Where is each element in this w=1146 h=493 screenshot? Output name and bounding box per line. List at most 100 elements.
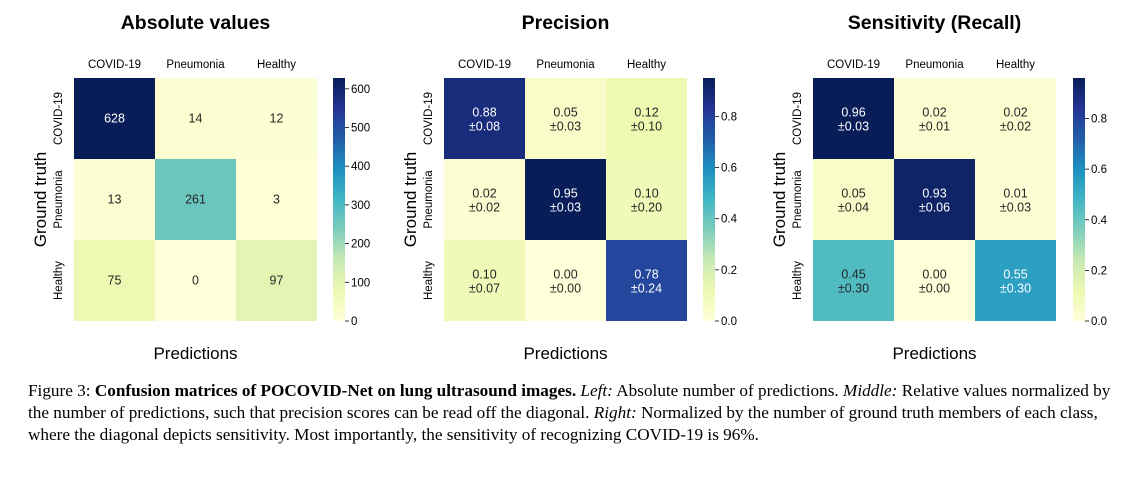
cell-value-label: 628 (104, 112, 125, 126)
heatmap-cell (74, 78, 155, 159)
heatmap-cell (155, 78, 236, 159)
heatmap-panel-3: Sensitivity (Recall) COVID-19 Pneumonia Hea… (770, 12, 1108, 363)
caption-middle-text: Relative values normalized by the number… (28, 381, 1111, 422)
colorbar-tick-label: 100 (351, 277, 370, 289)
cell-std-label: ±0.04 (838, 201, 869, 215)
colorbar-tick-label: 0.6 (721, 163, 737, 175)
cell-std-label: ±0.30 (838, 282, 869, 296)
x-tick-label: Pneumonia (905, 59, 964, 71)
cell-value-label: 97 (270, 274, 284, 288)
y-tick-label: Healthy (792, 261, 804, 300)
cell-value-label: 0.00 (922, 268, 946, 282)
cell-std-label: ±0.30 (1000, 282, 1031, 296)
colorbar (1073, 78, 1085, 321)
cell-value-label: 0.02 (1003, 106, 1027, 120)
colorbar-tick-label: 500 (351, 123, 370, 135)
heatmap-cell (525, 240, 606, 321)
colorbar (703, 78, 715, 321)
heatmap-cell (155, 159, 236, 240)
cell-value-label: 0.10 (472, 268, 496, 282)
cell-value-label: 0.05 (841, 187, 865, 201)
x-tick-label: Healthy (996, 59, 1035, 71)
heatmap-cell (525, 78, 606, 159)
heatmap-cell (813, 240, 894, 321)
caption-left-label: Left: (580, 381, 613, 400)
x-axis-label: Predictions (523, 344, 607, 363)
cell-value-label: 0.88 (472, 106, 496, 120)
x-tick-label: COVID-19 (458, 59, 511, 71)
cell-std-label: ±0.01 (919, 120, 950, 134)
cell-std-label: ±0.00 (550, 282, 581, 296)
cell-std-label: ±0.02 (1000, 120, 1031, 134)
colorbar-tick-label: 0.2 (1091, 265, 1107, 277)
cell-value-label: 0.02 (922, 106, 946, 120)
x-axis-label: Predictions (153, 344, 237, 363)
colorbar-tick-label: 0.0 (1091, 316, 1107, 328)
cell-std-label: ±0.03 (838, 120, 869, 134)
y-axis-label: Ground truth (770, 152, 789, 247)
cell-value-label: 75 (108, 274, 122, 288)
x-tick-label: COVID-19 (88, 59, 141, 71)
heatmap-cell (444, 78, 525, 159)
cell-std-label: ±0.03 (550, 201, 581, 215)
colorbar-tick-label: 0.4 (1091, 215, 1108, 227)
caption-right-label: Right: (593, 403, 637, 422)
cell-std-label: ±0.20 (631, 201, 662, 215)
cell-value-label: 0.78 (634, 268, 658, 282)
heatmap-cell (813, 159, 894, 240)
cell-value-label: 14 (189, 112, 203, 126)
cell-value-label: 0.00 (553, 268, 577, 282)
y-tick-label: Healthy (423, 261, 435, 300)
colorbar-tick-label: 0 (351, 316, 357, 328)
cell-value-label: 0.12 (634, 106, 658, 120)
y-tick-label: Pneumonia (792, 170, 804, 229)
cell-value-label: 0.55 (1003, 268, 1027, 282)
heatmap-cell (444, 159, 525, 240)
cell-std-label: ±0.10 (631, 120, 662, 134)
heatmap-cell (444, 240, 525, 321)
caption-right-text: Normalized by the number of ground truth… (28, 403, 1098, 444)
cell-std-label: ±0.06 (919, 201, 950, 215)
caption-figure-label: Figure 3: (28, 381, 91, 400)
y-tick-label: COVID-19 (423, 92, 435, 145)
heatmap-cell (894, 240, 975, 321)
cell-value-label: 0.45 (841, 268, 865, 282)
heatmap-cell (74, 240, 155, 321)
colorbar-tick-label: 0.2 (721, 265, 737, 277)
y-tick-label: Pneumonia (53, 170, 65, 229)
y-tick-label: COVID-19 (792, 92, 804, 145)
cell-std-label: ±0.03 (1000, 201, 1031, 215)
cell-value-label: 0.01 (1003, 187, 1027, 201)
confusion-matrices-figure: Absolute values COVID-19 Pneumonia Healthy C… (31, 12, 1108, 363)
heatmap-cell (236, 240, 317, 321)
cell-value-label: 13 (108, 193, 122, 207)
heatmap-cell (236, 78, 317, 159)
cell-value-label: 0.96 (841, 106, 865, 120)
cell-std-label: ±0.24 (631, 282, 662, 296)
colorbar-tick-label: 0.8 (1091, 114, 1107, 126)
cell-std-label: ±0.03 (550, 120, 581, 134)
x-tick-label: Pneumonia (166, 59, 225, 71)
x-tick-label: Healthy (257, 59, 296, 71)
colorbar (333, 78, 345, 321)
y-tick-label: Pneumonia (423, 170, 435, 229)
heatmap-cell (813, 78, 894, 159)
heatmap-cell (975, 78, 1056, 159)
panel-title: Sensitivity (Recall) (848, 12, 1021, 34)
caption-left-text: Absolute number of predictions. (616, 381, 839, 400)
y-axis-label: Ground truth (401, 152, 420, 247)
cell-value-label: 0.93 (922, 187, 946, 201)
heatmap-panel-2: Precision COVID-19 Pneumonia Healthy COVID-1… (401, 12, 738, 363)
x-tick-label: Pneumonia (536, 59, 595, 71)
cell-std-label: ±0.02 (469, 201, 500, 215)
heatmap-cell (606, 240, 687, 321)
heatmap-cell (525, 159, 606, 240)
heatmap-cell (74, 159, 155, 240)
x-tick-label: COVID-19 (827, 59, 880, 71)
heatmap-cell (975, 159, 1056, 240)
caption-middle-label: Middle: (843, 381, 898, 400)
heatmap-cell (155, 240, 236, 321)
colorbar-tick-label: 200 (351, 239, 370, 251)
colorbar-tick-label: 600 (351, 84, 370, 96)
heatmap-cell (236, 159, 317, 240)
